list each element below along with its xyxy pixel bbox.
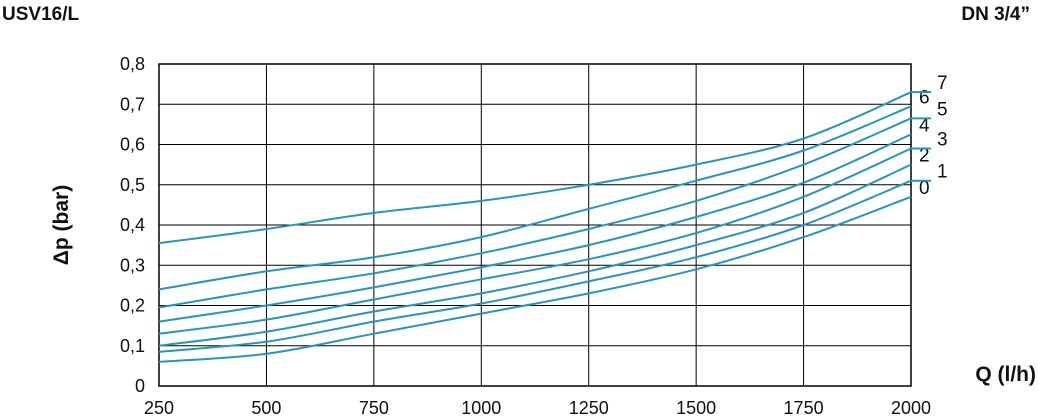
y-tick-label: 0,8 [120, 54, 145, 74]
y-tick-label: 0,2 [120, 296, 145, 316]
curve-0 [158, 195, 912, 363]
curve-label-2: 2 [919, 146, 930, 167]
x-tick-label: 500 [251, 398, 281, 418]
x-tick-label: 250 [144, 398, 174, 418]
curve-label-6: 6 [919, 87, 930, 108]
y-tick-label: 0,1 [120, 336, 145, 356]
x-tick-label: 1750 [784, 398, 824, 418]
curve-label-7: 7 [937, 73, 948, 94]
grid [158, 63, 912, 387]
curve-1 [158, 179, 912, 353]
curve-5 [158, 117, 912, 309]
curves [158, 91, 912, 363]
y-tick-label: 0 [135, 376, 145, 396]
x-tick-label: 1500 [676, 398, 716, 418]
x-tick-label: 750 [359, 398, 389, 418]
curve-label-0: 0 [919, 178, 930, 199]
x-tick-label: 2000 [891, 398, 931, 418]
curve-6 [158, 105, 912, 291]
chart-title-model: USV16/L [2, 4, 80, 25]
curve-7 [158, 91, 912, 245]
curve-label-1: 1 [937, 162, 948, 183]
y-tick-label: 0,7 [120, 94, 145, 114]
x-tick-label: 1250 [569, 398, 609, 418]
curve-3 [158, 147, 912, 335]
curve-label-4: 4 [919, 115, 930, 136]
x-axis-title: Q (l/h) [975, 363, 1036, 386]
curve-label-5: 5 [937, 99, 948, 120]
y-axis-title: Δp (bar) [50, 185, 73, 265]
curve-2 [158, 163, 912, 347]
y-tick-label: 0,3 [120, 255, 145, 275]
y-tick-label: 0,6 [120, 135, 145, 155]
curve-label-3: 3 [937, 130, 948, 151]
y-tick-label: 0,5 [120, 175, 145, 195]
chart-title-size: DN 3/4” [961, 4, 1030, 25]
x-tick-label: 1000 [461, 398, 501, 418]
y-tick-label: 0,4 [120, 215, 145, 235]
tick-labels: 250 500 750 1000 1250 1500 1750 2000 0 0,1 0,2 0,3 0… [120, 54, 931, 418]
curve-4 [158, 133, 912, 323]
